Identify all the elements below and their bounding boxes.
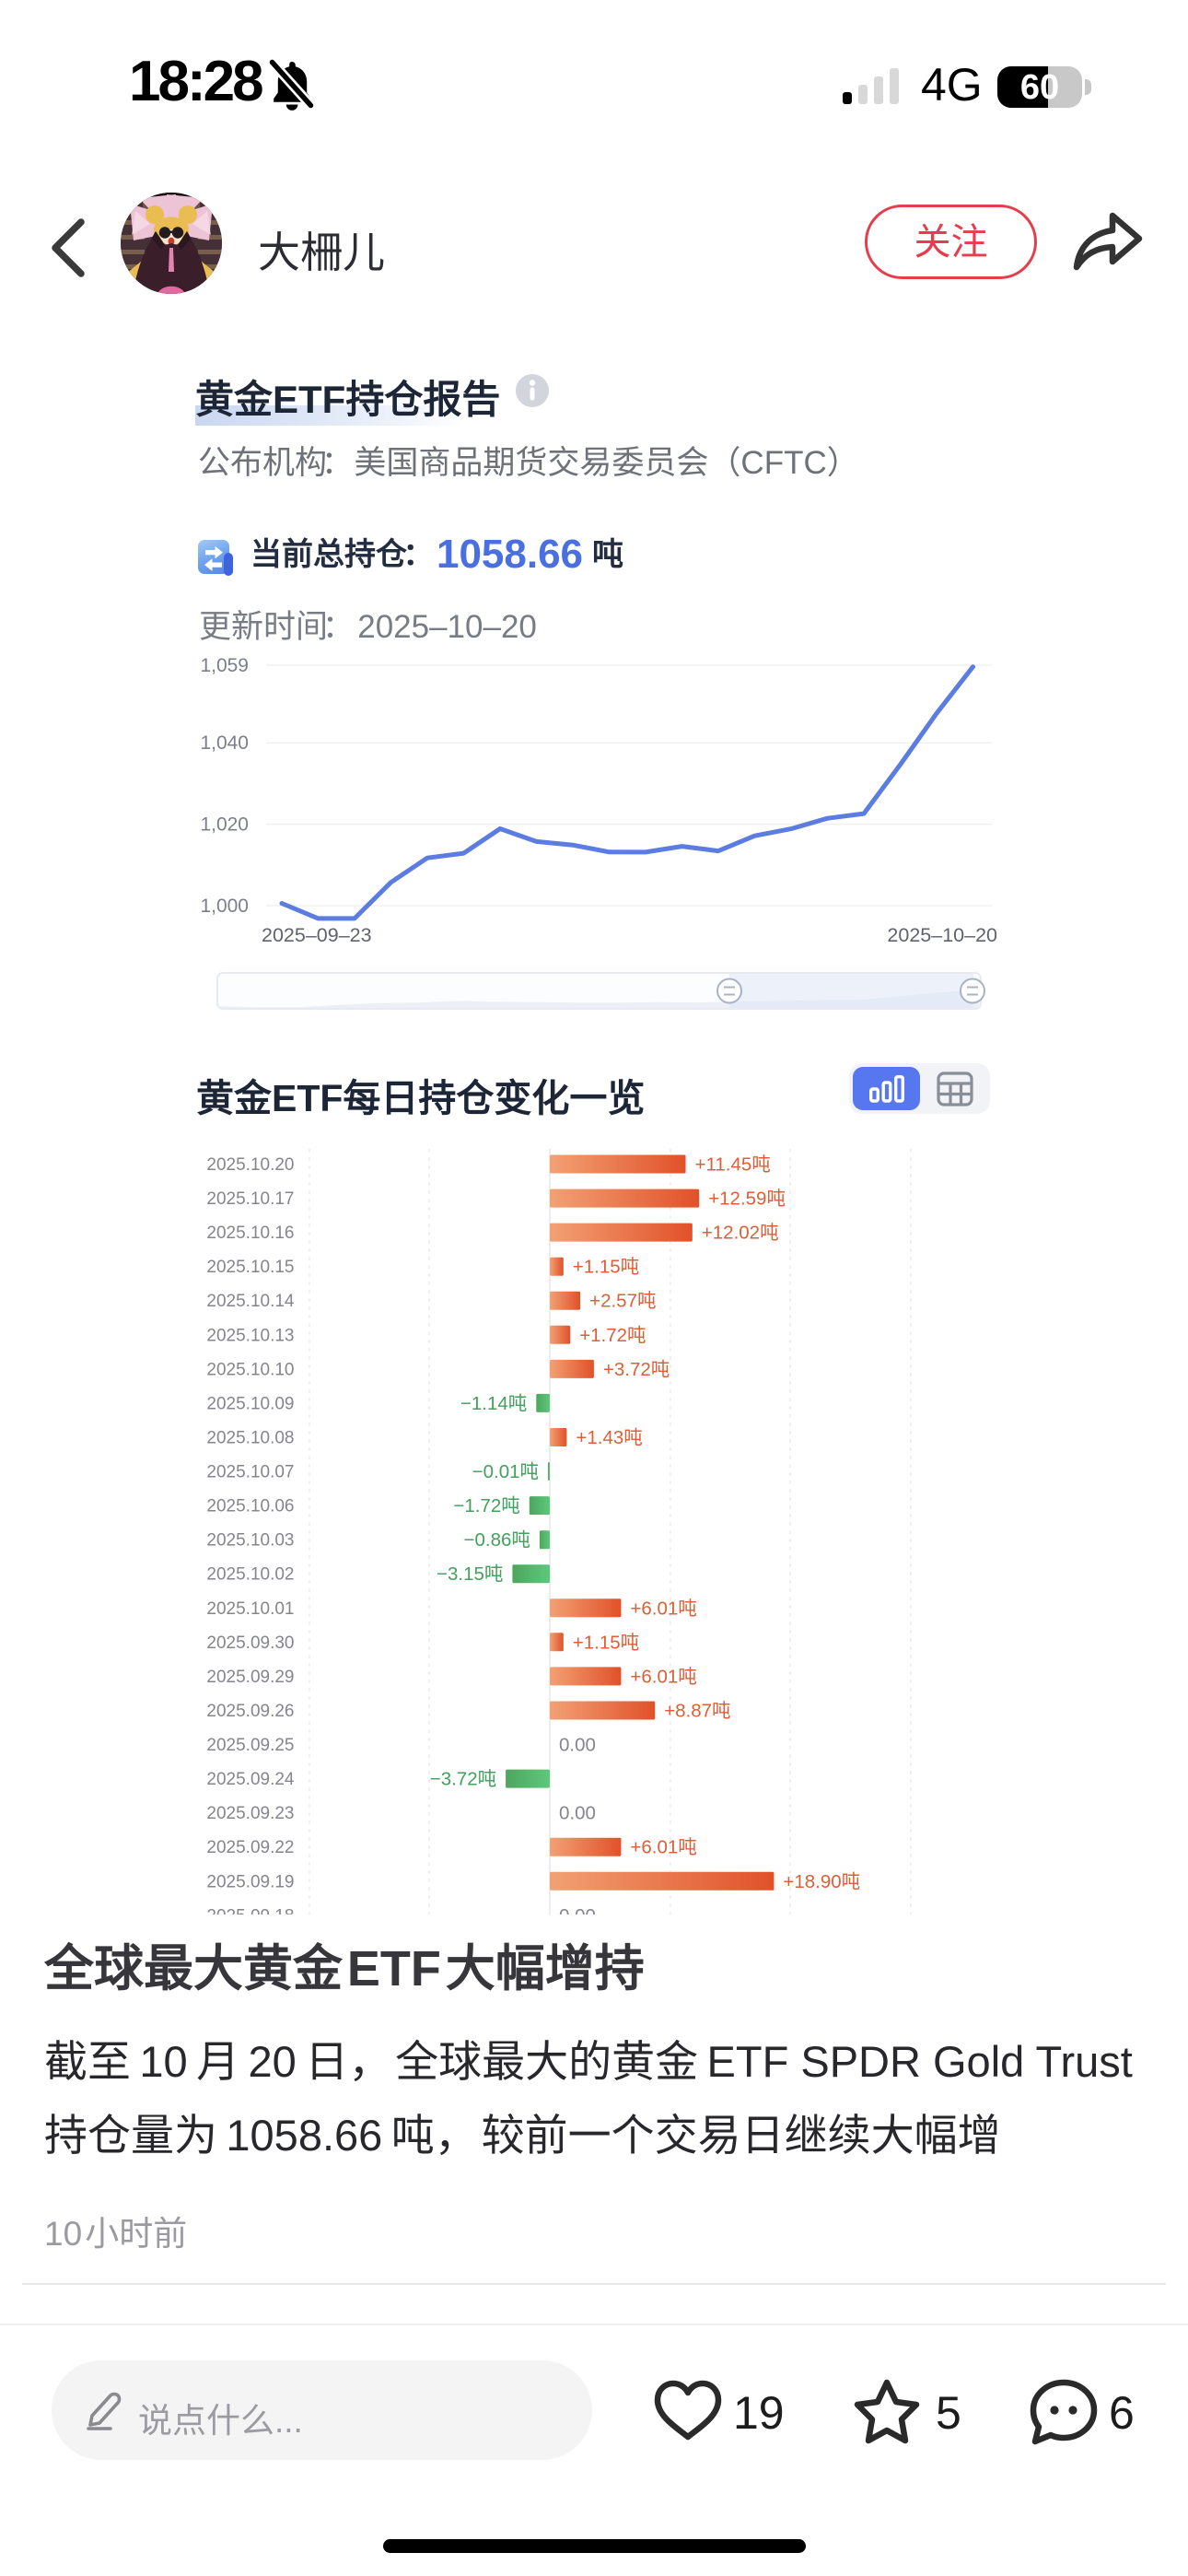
svg-text:2025.10.13: 2025.10.13 [206, 1326, 294, 1345]
svg-text:0.00: 0.00 [559, 1735, 596, 1756]
svg-text:2025.10.15: 2025.10.15 [206, 1258, 294, 1277]
svg-text:2025.10.02: 2025.10.02 [206, 1565, 294, 1585]
svg-text:−0.01吨: −0.01吨 [472, 1461, 539, 1482]
svg-text:2025.10.06: 2025.10.06 [206, 1497, 294, 1516]
svg-text:+18.90吨: +18.90吨 [783, 1871, 860, 1892]
svg-text:+1.15吨: +1.15吨 [573, 1632, 639, 1653]
svg-text:2025.10.14: 2025.10.14 [206, 1292, 295, 1311]
svg-text:−3.72吨: −3.72吨 [430, 1769, 496, 1790]
svg-text:1,040: 1,040 [200, 732, 249, 754]
svg-text:2025.09.22: 2025.09.22 [206, 1838, 294, 1857]
svg-text:0.00: 0.00 [559, 1905, 596, 1926]
svg-text:+1.43吨: +1.43吨 [576, 1427, 642, 1448]
svg-text:+6.01吨: +6.01吨 [630, 1598, 696, 1619]
svg-text:2025.09.19: 2025.09.19 [206, 1872, 294, 1891]
svg-text:−1.72吨: −1.72吨 [453, 1495, 519, 1516]
svg-text:2025–10–20: 2025–10–20 [887, 924, 997, 946]
svg-text:2025.09.23: 2025.09.23 [206, 1804, 294, 1823]
svg-text:2025.09.29: 2025.09.29 [206, 1668, 294, 1687]
svg-text:1,059: 1,059 [200, 655, 249, 676]
svg-text:2025.10.08: 2025.10.08 [206, 1429, 294, 1448]
svg-text:2025.10.09: 2025.10.09 [206, 1394, 294, 1413]
svg-text:+1.15吨: +1.15吨 [573, 1257, 639, 1278]
svg-text:1,000: 1,000 [200, 896, 249, 917]
svg-text:−3.15吨: −3.15吨 [437, 1563, 503, 1585]
svg-text:+11.45吨: +11.45吨 [695, 1154, 771, 1176]
svg-text:2025.10.16: 2025.10.16 [206, 1224, 294, 1243]
svg-text:+6.01吨: +6.01吨 [630, 1837, 696, 1858]
svg-text:+3.72吨: +3.72吨 [603, 1359, 670, 1380]
svg-text:2025.10.07: 2025.10.07 [206, 1463, 294, 1482]
svg-text:−0.86吨: −0.86吨 [464, 1529, 530, 1551]
svg-text:2025.09.30: 2025.09.30 [206, 1633, 294, 1653]
svg-text:2025.10.10: 2025.10.10 [206, 1360, 294, 1379]
svg-text:2025.09.26: 2025.09.26 [206, 1702, 294, 1721]
svg-text:+1.72吨: +1.72吨 [579, 1325, 646, 1346]
svg-text:2025.09.24: 2025.09.24 [206, 1770, 295, 1789]
svg-text:2025.10.03: 2025.10.03 [206, 1531, 294, 1551]
svg-text:2025–09–23: 2025–09–23 [262, 924, 372, 946]
svg-text:1,020: 1,020 [200, 814, 249, 836]
svg-text:−1.14吨: −1.14吨 [460, 1393, 527, 1414]
svg-text:2025.10.17: 2025.10.17 [206, 1189, 294, 1209]
svg-text:2025.10.01: 2025.10.01 [206, 1599, 294, 1619]
svg-text:+12.59吨: +12.59吨 [708, 1188, 786, 1210]
svg-text:2025.09.18: 2025.09.18 [206, 1906, 294, 1926]
svg-text:+2.57吨: +2.57吨 [589, 1291, 656, 1312]
svg-text:2025.09.25: 2025.09.25 [206, 1736, 294, 1755]
svg-text:+12.02吨: +12.02吨 [702, 1223, 779, 1244]
svg-text:+6.01吨: +6.01吨 [630, 1666, 696, 1687]
svg-text:+8.87吨: +8.87吨 [664, 1701, 730, 1722]
svg-text:2025.10.20: 2025.10.20 [206, 1155, 294, 1175]
svg-text:0.00: 0.00 [559, 1803, 596, 1824]
